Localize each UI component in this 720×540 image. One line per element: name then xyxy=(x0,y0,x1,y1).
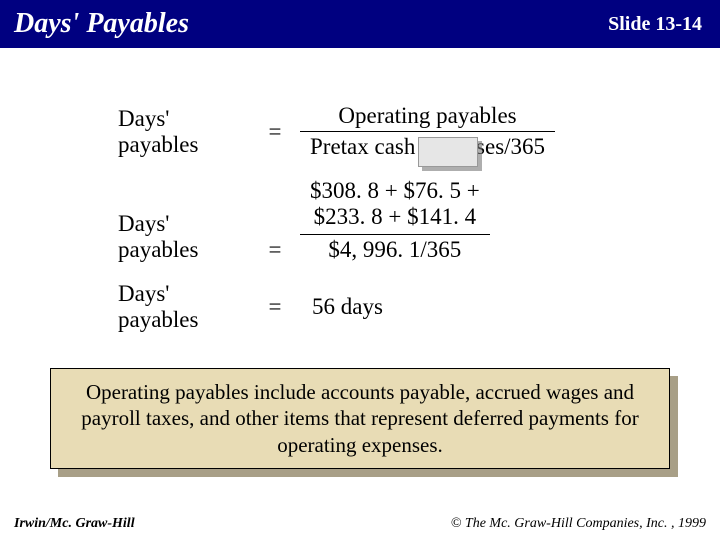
equation-row-2: Days' payables = $308. 8 + $76. 5 + $233… xyxy=(40,178,680,263)
title-bar: Days' Payables Slide 13-14 xyxy=(0,0,720,48)
equation-row-1: Days' payables = Operating payables Pret… xyxy=(40,103,680,160)
eq2-rhs: $308. 8 + $76. 5 + $233. 8 + $141. 4 $4,… xyxy=(300,178,490,263)
eq1-lhs: Days' payables xyxy=(40,106,250,158)
slide-content: Days' payables = Operating payables Pret… xyxy=(0,48,720,333)
eq2-num-line2: $233. 8 + $141. 4 xyxy=(314,204,476,229)
slide-number: Slide 13-14 xyxy=(608,13,702,36)
eq1-numerator: Operating payables xyxy=(300,103,555,131)
footer: Irwin/Mc. Graw-Hill © The Mc. Graw-Hill … xyxy=(0,516,720,532)
footer-left: Irwin/Mc. Graw-Hill xyxy=(14,516,135,532)
eq1-equals: = xyxy=(250,119,300,145)
eq2-equals: = xyxy=(250,237,300,263)
eq2-num-line1: $308. 8 + $76. 5 + xyxy=(310,178,480,203)
slide-title: Days' Payables xyxy=(14,8,189,40)
footer-right: © The Mc. Graw-Hill Companies, Inc. , 19… xyxy=(451,516,706,532)
eq2-lhs: Days' payables xyxy=(40,211,250,263)
eq1-rhs: Operating payables Pretax cash expenses/… xyxy=(300,103,555,160)
equation-row-3: Days' payables = 56 days xyxy=(40,281,680,333)
eq2-denominator: $4, 996. 1/365 xyxy=(300,234,490,263)
eq3-lhs: Days' payables xyxy=(40,281,250,333)
eq3-result: 56 days xyxy=(300,294,383,320)
eq3-equals: = xyxy=(250,294,300,320)
overlay-block xyxy=(418,137,478,167)
eq2-numerator: $308. 8 + $76. 5 + $233. 8 + $141. 4 xyxy=(300,178,490,234)
note-box: Operating payables include accounts paya… xyxy=(50,368,670,469)
note-container: Operating payables include accounts paya… xyxy=(50,368,670,469)
